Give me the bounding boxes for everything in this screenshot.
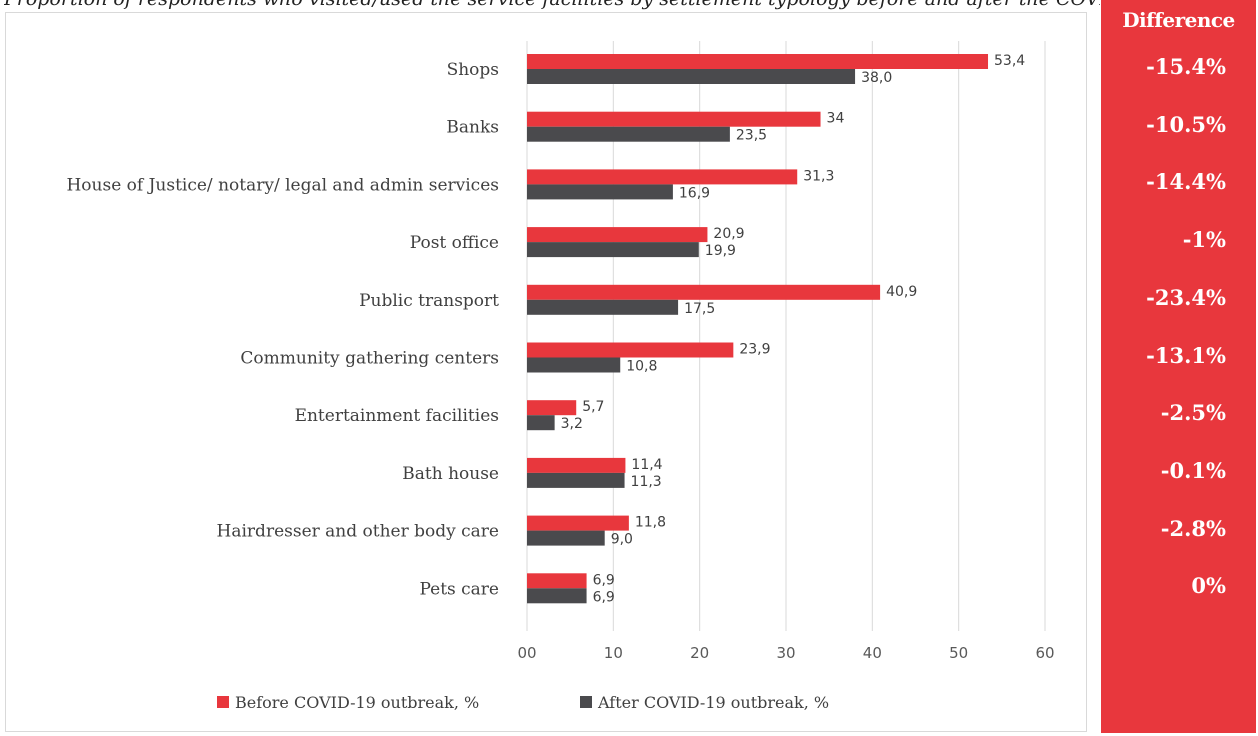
difference-value: 0% [1191, 573, 1226, 599]
category-label: Bath house [402, 464, 499, 484]
data-label-after: 3,2 [561, 416, 583, 432]
difference-value: -10.5% [1146, 111, 1226, 137]
x-tick-label: 00 [517, 644, 536, 662]
difference-value: -2.8% [1160, 515, 1226, 541]
x-tick-label: 30 [776, 644, 795, 662]
bars: 53,4 38,0 34 23,5 31,3 16,9 20,919,9 40,9 17,5 23… [527, 53, 1025, 605]
legend-label-after: After COVID-19 outbreak, % [597, 693, 829, 712]
bar-after [527, 184, 673, 200]
data-label-after: 17,5 [684, 301, 715, 317]
bar-before [527, 54, 989, 69]
bar-after [527, 299, 679, 315]
difference-header: Difference [1122, 8, 1235, 32]
legend-swatch-after [580, 696, 592, 708]
x-tick-label: 40 [863, 644, 882, 662]
bar-before [527, 515, 629, 531]
data-label-after: 38,0 [861, 70, 892, 86]
bar-before [527, 457, 626, 473]
data-label-before: 23,9 [739, 342, 770, 358]
category-label: House of Justice/ notary/ legal and admi… [66, 175, 499, 195]
bar-before [527, 400, 577, 416]
legend-label-before: Before COVID-19 outbreak, % [235, 693, 479, 712]
data-label-before: 5,7 [582, 399, 604, 415]
bar-after [527, 242, 699, 258]
x-tick-label: 20 [690, 644, 709, 662]
bar-before [527, 227, 708, 243]
difference-panel: Difference -15.4% -10.5% -14.4% -1% -23.4% -1… [1101, 0, 1256, 733]
legend: Before COVID-19 outbreak, % After COVID-… [217, 693, 829, 712]
bar-chart: 53,4 38,0 34 23,5 31,3 16,9 20,919,9 40,9 17,5 23… [66, 41, 1055, 712]
category-label: Pets care [419, 579, 499, 599]
difference-value: -23.4% [1146, 284, 1226, 310]
bar-after [527, 126, 730, 142]
difference-value: -13.1% [1146, 342, 1226, 368]
category-label: Entertainment facilities [295, 406, 499, 426]
category-label: Hairdresser and other body care [217, 522, 499, 542]
difference-value: -2.5% [1160, 400, 1226, 426]
bar-before [527, 573, 587, 589]
bar-before [527, 284, 881, 300]
bar-before [527, 342, 734, 358]
data-label-after: 16,9 [679, 185, 710, 201]
data-label-before: 11,4 [631, 457, 662, 473]
data-label-before: 34 [827, 111, 845, 127]
x-tick-labels: 00 10 20 30 40 50 60 [517, 644, 1054, 662]
x-tick-label: 50 [949, 644, 968, 662]
data-label-after: 10,8 [626, 359, 657, 375]
data-label-after: 6,9 [593, 589, 615, 605]
x-tick-label: 10 [604, 644, 623, 662]
category-labels: Shops Banks House of Justice/ notary/ lega… [66, 60, 499, 599]
data-label-before: 11,8 [635, 515, 666, 531]
bar-before [527, 111, 821, 127]
category-label: Banks [446, 118, 499, 138]
data-label-after: 11,3 [631, 474, 662, 490]
chart-frame: 53,4 38,0 34 23,5 31,3 16,9 20,9 19,9 40,9 17,5 23… [5, 12, 1087, 732]
data-label-after: 19,9 [705, 243, 736, 259]
difference-value: -14.4% [1146, 169, 1226, 195]
category-label: Public transport [359, 291, 499, 311]
category-label: Shops [447, 60, 499, 80]
data-label-after: 23,5 [736, 128, 767, 144]
bar-after [527, 472, 625, 488]
data-label-before: 31,3 [803, 168, 834, 184]
bar-after [527, 357, 621, 373]
category-label: Post office [410, 233, 499, 253]
data-label-before: 53,4 [994, 53, 1025, 69]
data-label-before: 40,9 [886, 284, 917, 300]
data-label-before: 20,9 [713, 226, 744, 242]
legend-swatch-before [217, 696, 229, 708]
category-label: Community gathering centers [240, 349, 499, 369]
figure-caption: Proportion of respondents who visited/us… [4, 0, 1100, 14]
bar-after [527, 415, 555, 431]
bar-after [527, 530, 605, 546]
data-label-before: 6,9 [593, 572, 615, 588]
data-label-after: 9,0 [611, 532, 633, 548]
difference-value: -1% [1182, 227, 1226, 253]
bar-after [527, 69, 856, 84]
bar-after [527, 588, 587, 604]
difference-value: -15.4% [1146, 54, 1226, 79]
bar-before [527, 169, 798, 185]
difference-value: -0.1% [1160, 457, 1226, 483]
x-tick-label: 60 [1035, 644, 1054, 662]
